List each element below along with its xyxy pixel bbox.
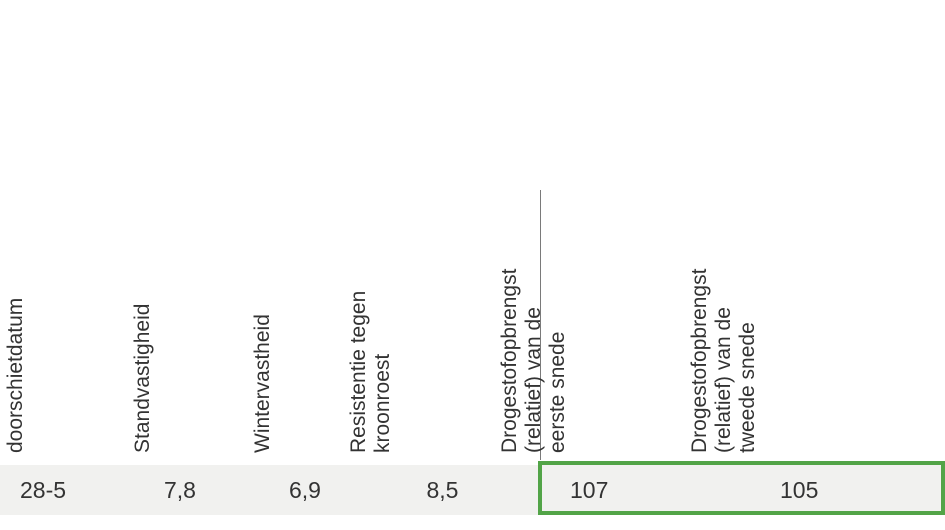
header-line3: eerste snede <box>546 332 569 453</box>
header-line1: Standvastigheid <box>131 304 154 453</box>
table-fragment: Gemiddelde doorschietdatum Standvastighe… <box>0 0 945 530</box>
header-line1: Drogestofopbrengst <box>498 269 521 453</box>
header-line2: (relatief) van de <box>522 307 545 453</box>
header-line1: Wintervastheid <box>251 314 274 453</box>
header-line2: doorschietdatum <box>4 298 27 453</box>
table-header-row: Gemiddelde doorschietdatum Standvastighe… <box>0 0 945 465</box>
table-data-row: 28-5 7,8 6,9 8,5 107 105 <box>0 465 945 515</box>
cell-droge-tweede-snede: 105 <box>720 465 900 515</box>
cell-wintervastheid: 6,9 <box>245 465 365 515</box>
cell-resistentie-kroonroest: 8,5 <box>365 465 520 515</box>
header-line1: Resistentie tegen <box>347 291 370 453</box>
header-line2: kroonroest <box>371 354 394 453</box>
cell-standvastigheid: 7,8 <box>115 465 245 515</box>
header-line1: Gemiddelde <box>0 340 3 453</box>
cell-droge-eerste-snede: 107 <box>540 465 720 515</box>
header-line2: (relatief) van de <box>712 307 735 453</box>
header-line1: Drogestofopbrengst <box>688 269 711 453</box>
cell-gemiddelde-doorschietdatum: 28-5 <box>0 465 115 515</box>
header-line3: tweede snede <box>736 322 759 453</box>
